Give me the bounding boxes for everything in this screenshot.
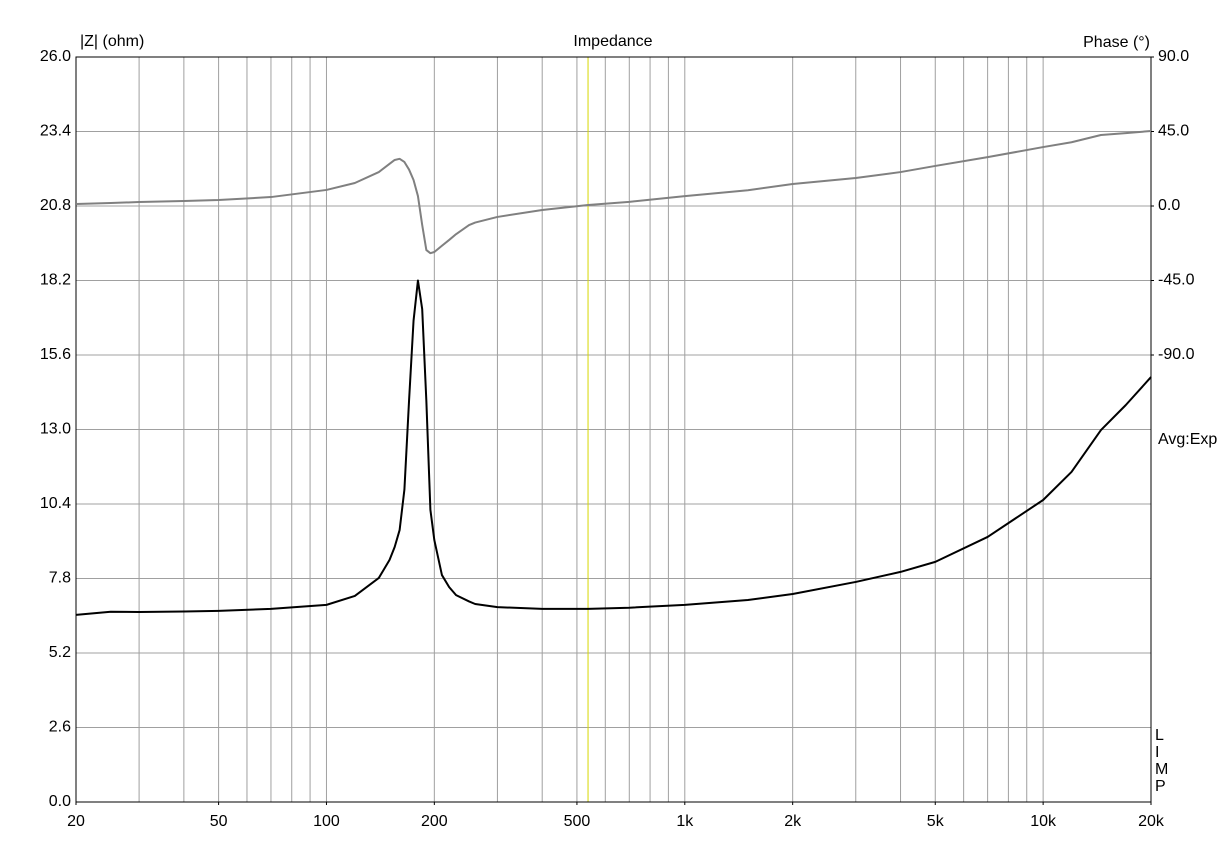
- y-axis-label: |Z| (ohm): [80, 33, 144, 50]
- series-line: [75, 130, 1152, 255]
- y2-axis-label: Phase (°): [1083, 34, 1150, 51]
- chart-title: Impedance: [573, 33, 652, 50]
- y-tick-label: 5.2: [49, 644, 71, 661]
- x-tick-label: 5k: [927, 813, 945, 830]
- y2-tick-label: 0.0: [1158, 197, 1180, 214]
- x-tick-label: 1k: [676, 813, 694, 830]
- x-tick-label: 20: [67, 813, 85, 830]
- x-tick-label: 10k: [1030, 813, 1057, 830]
- y-tick-label: 20.8: [40, 197, 71, 214]
- x-tick-label: 20k: [1138, 813, 1165, 830]
- plot-frame: [75, 56, 1152, 803]
- y-tick-label: 26.0: [40, 48, 71, 65]
- y-tick-label: 7.8: [49, 570, 71, 587]
- x-tick-label: 500: [564, 813, 591, 830]
- y-tick-label: 0.0: [49, 793, 71, 810]
- y-tick-label: 10.4: [40, 495, 71, 512]
- x-tick-label: 2k: [784, 813, 802, 830]
- y2-tick-label: -45.0: [1158, 272, 1195, 289]
- x-tick-label: 50: [210, 813, 228, 830]
- y-tick-label: 13.0: [40, 421, 71, 438]
- y2-tick-label: 45.0: [1158, 123, 1189, 140]
- y-tick-label: 18.2: [40, 272, 71, 289]
- brand: LIMP: [1155, 727, 1169, 795]
- y2-tick-label: -90.0: [1158, 346, 1195, 363]
- x-tick-label: 200: [421, 813, 448, 830]
- annotation: Avg:Exp: [1158, 431, 1217, 448]
- y-tick-label: 23.4: [40, 123, 71, 140]
- x-tick-label: 100: [313, 813, 340, 830]
- y2-tick-label: 90.0: [1158, 48, 1189, 65]
- y-tick-label: 2.6: [49, 719, 71, 736]
- y-tick-label: 15.6: [40, 346, 71, 363]
- series-line: [75, 279, 1152, 616]
